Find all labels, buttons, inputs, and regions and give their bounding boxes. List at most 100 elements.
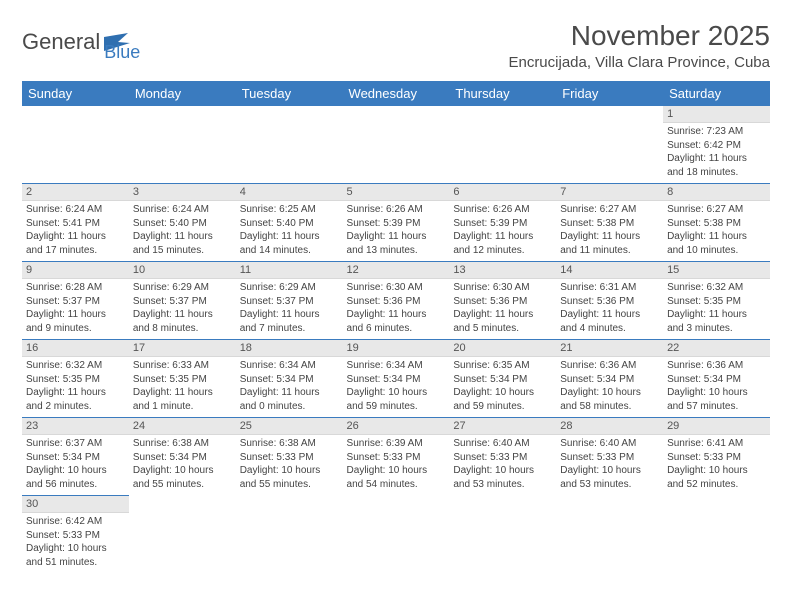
sunrise-line: Sunrise: 6:27 AM [560,203,659,217]
day-number: 19 [343,340,450,357]
sunrise-line: Sunrise: 6:35 AM [453,359,552,373]
day-details: Sunrise: 6:35 AMSunset: 5:34 PMDaylight:… [449,357,556,417]
sunset-line: Sunset: 5:35 PM [133,373,232,387]
daylight-line: Daylight: 10 hours and 59 minutes. [453,386,552,413]
daylight-line: Daylight: 11 hours and 13 minutes. [347,230,446,257]
weekday-header: Friday [556,81,663,106]
sunset-line: Sunset: 5:34 PM [26,451,125,465]
day-number: 10 [129,262,236,279]
calendar-week-row: 9 Sunrise: 6:28 AMSunset: 5:37 PM Daylight… [22,261,770,339]
day-details: Sunrise: 6:42 AMSunset: 5:33 PMDaylight:… [22,513,129,573]
calendar-day-cell: 26Sunrise: 6:39 AMSunset: 5:33 PMDayligh… [343,417,450,495]
sunrise-line: Sunrise: 6:33 AM [133,359,232,373]
day-number: 17 [129,340,236,357]
sunrise-line: Sunrise: 6:24 AM [26,203,125,217]
day-number: 13 [449,262,556,279]
sunrise-line: Sunrise: 6:36 AM [560,359,659,373]
sunset-line: Sunset: 5:37 PM [26,295,125,309]
sunset-line: Sunset: 5:36 PM [560,295,659,309]
day-details: Sunrise: 6:32 AMSunset: 5:35 PMDaylight:… [22,357,129,417]
sunrise-line: Sunrise: 6:27 AM [667,203,766,217]
day-number: 23 [22,418,129,435]
daylight-line: Daylight: 11 hours and 0 minutes. [240,386,339,413]
daylight-line: Daylight: 11 hours and 18 minutes. [667,152,766,179]
day-number: 16 [22,340,129,357]
day-details: Sunrise: 6:38 AMSunset: 5:33 PMDaylight:… [236,435,343,495]
daylight-line: Daylight: 10 hours and 53 minutes. [560,464,659,491]
sunrise-line: Sunrise: 6:28 AM [26,281,125,295]
calendar-day-cell: 11Sunrise: 6:29 AMSunset: 5:37 PMDayligh… [236,261,343,339]
calendar-day-cell: 7Sunrise: 6:27 AMSunset: 5:38 PMDaylight… [556,183,663,261]
calendar-day-cell [343,495,450,573]
daylight-line: Daylight: 10 hours and 59 minutes. [347,386,446,413]
day-number: 11 [236,262,343,279]
logo-text-a: General [22,29,100,55]
sunset-line: Sunset: 5:33 PM [453,451,552,465]
sunrise-line: Sunrise: 6:34 AM [347,359,446,373]
calendar-day-cell: 2Sunrise: 6:24 AMSunset: 5:41 PMDaylight… [22,183,129,261]
calendar-day-cell: 20Sunrise: 6:35 AMSunset: 5:34 PMDayligh… [449,339,556,417]
day-number: 7 [556,184,663,201]
header: General Blue November 2025 Encrucijada, … [22,20,770,71]
day-number: 3 [129,184,236,201]
sunset-line: Sunset: 5:35 PM [26,373,125,387]
sunrise-line: Sunrise: 6:26 AM [347,203,446,217]
sunrise-line: Sunrise: 6:32 AM [667,281,766,295]
daylight-line: Daylight: 11 hours and 1 minute. [133,386,232,413]
day-number: 18 [236,340,343,357]
calendar-day-cell: 13Sunrise: 6:30 AMSunset: 5:36 PMDayligh… [449,261,556,339]
sunset-line: Sunset: 5:34 PM [347,373,446,387]
calendar-day-cell: 4Sunrise: 6:25 AMSunset: 5:40 PMDaylight… [236,183,343,261]
sunset-line: Sunset: 5:33 PM [560,451,659,465]
sunset-line: Sunset: 5:33 PM [667,451,766,465]
calendar-day-cell: 22Sunrise: 6:36 AMSunset: 5:34 PMDayligh… [663,339,770,417]
daylight-line: Daylight: 11 hours and 11 minutes. [560,230,659,257]
day-details: Sunrise: 6:30 AMSunset: 5:36 PMDaylight:… [449,279,556,339]
calendar-day-cell: 16Sunrise: 6:32 AMSunset: 5:35 PMDayligh… [22,339,129,417]
calendar-week-row: 2Sunrise: 6:24 AMSunset: 5:41 PMDaylight… [22,183,770,261]
weekday-header: Tuesday [236,81,343,106]
sunset-line: Sunset: 5:38 PM [667,217,766,231]
calendar-day-cell: 8Sunrise: 6:27 AMSunset: 5:38 PMDaylight… [663,183,770,261]
sunset-line: Sunset: 5:39 PM [347,217,446,231]
day-details: Sunrise: 6:39 AMSunset: 5:33 PMDaylight:… [343,435,450,495]
sunrise-line: Sunrise: 6:37 AM [26,437,125,451]
daylight-line: Daylight: 10 hours and 55 minutes. [133,464,232,491]
day-details: Sunrise: 6:29 AMSunset: 5:37 PMDaylight:… [236,279,343,339]
day-number: 21 [556,340,663,357]
daylight-line: Daylight: 10 hours and 52 minutes. [667,464,766,491]
calendar-day-cell [449,106,556,183]
calendar-day-cell: 6Sunrise: 6:26 AMSunset: 5:39 PMDaylight… [449,183,556,261]
day-number: 8 [663,184,770,201]
calendar-day-cell [556,495,663,573]
calendar-day-cell: 14Sunrise: 6:31 AMSunset: 5:36 PMDayligh… [556,261,663,339]
sunrise-line: Sunrise: 6:40 AM [560,437,659,451]
daylight-line: Daylight: 10 hours and 51 minutes. [26,542,125,569]
sunrise-line: Sunrise: 6:32 AM [26,359,125,373]
day-number: 5 [343,184,450,201]
day-details: Sunrise: 6:37 AMSunset: 5:34 PMDaylight:… [22,435,129,495]
daylight-line: Daylight: 10 hours and 57 minutes. [667,386,766,413]
sunset-line: Sunset: 5:33 PM [26,529,125,543]
sunrise-line: Sunrise: 6:25 AM [240,203,339,217]
day-details: Sunrise: 6:40 AMSunset: 5:33 PMDaylight:… [556,435,663,495]
sunset-line: Sunset: 5:34 PM [133,451,232,465]
daylight-line: Daylight: 10 hours and 55 minutes. [240,464,339,491]
sunset-line: Sunset: 5:33 PM [240,451,339,465]
day-details: Sunrise: 6:36 AMSunset: 5:34 PMDaylight:… [556,357,663,417]
calendar-day-cell: 24Sunrise: 6:38 AMSunset: 5:34 PMDayligh… [129,417,236,495]
weekday-header: Monday [129,81,236,106]
calendar-day-cell [449,495,556,573]
daylight-line: Daylight: 11 hours and 8 minutes. [133,308,232,335]
sunrise-line: Sunrise: 6:36 AM [667,359,766,373]
calendar-week-row: 1Sunrise: 7:23 AMSunset: 6:42 PMDaylight… [22,106,770,183]
day-details: Sunrise: 6:27 AMSunset: 5:38 PMDaylight:… [556,201,663,261]
day-details: Sunrise: 6:25 AMSunset: 5:40 PMDaylight:… [236,201,343,261]
sunrise-line: Sunrise: 6:31 AM [560,281,659,295]
logo-text-b: Blue [104,42,140,63]
day-number: 29 [663,418,770,435]
day-number: 9 [22,262,129,279]
day-details: Sunrise: 6:24 AMSunset: 5:41 PMDaylight:… [22,201,129,261]
daylight-line: Daylight: 10 hours and 56 minutes. [26,464,125,491]
sunset-line: Sunset: 5:34 PM [667,373,766,387]
